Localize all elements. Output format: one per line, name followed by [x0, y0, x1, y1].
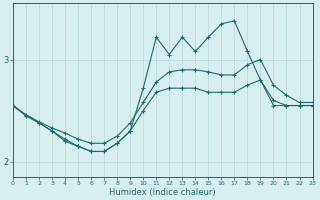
X-axis label: Humidex (Indice chaleur): Humidex (Indice chaleur)	[109, 188, 216, 197]
